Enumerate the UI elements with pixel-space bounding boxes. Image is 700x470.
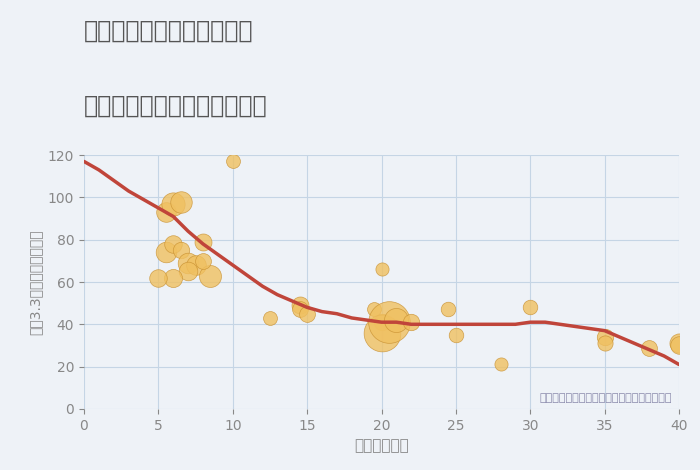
Point [644, 344, 655, 352]
Point [673, 342, 685, 349]
X-axis label: 築年数（年）: 築年数（年） [354, 438, 409, 453]
Point [673, 339, 685, 347]
Point [599, 339, 610, 347]
Point [525, 304, 536, 311]
Point [384, 319, 395, 326]
Point [376, 329, 387, 337]
Point [168, 200, 179, 207]
Point [450, 331, 461, 338]
Point [391, 316, 402, 324]
Point [197, 238, 209, 245]
Point [302, 310, 313, 318]
Point [227, 158, 238, 165]
Point [197, 257, 209, 265]
Point [599, 333, 610, 341]
Point [368, 306, 379, 313]
Point [175, 246, 186, 254]
Point [168, 274, 179, 282]
Point [443, 306, 454, 313]
Point [168, 240, 179, 248]
Point [190, 261, 201, 269]
Text: 円の大きさは、取引のあった物件面積を示す: 円の大きさは、取引のあった物件面積を示す [539, 392, 671, 402]
Point [294, 306, 305, 313]
Point [153, 274, 164, 282]
Point [205, 272, 216, 279]
Point [294, 302, 305, 309]
Point [495, 361, 506, 368]
Point [265, 314, 276, 321]
Point [406, 319, 417, 326]
Point [175, 198, 186, 205]
Text: 築年数別中古マンション価格: 築年数別中古マンション価格 [84, 94, 267, 118]
Point [376, 266, 387, 273]
Point [160, 209, 172, 216]
Y-axis label: 坪（3.3㎡）単価（万円）: 坪（3.3㎡）単価（万円） [28, 229, 42, 335]
Point [160, 249, 172, 256]
Text: 兵庫県姫路市野里上野町の: 兵庫県姫路市野里上野町の [84, 19, 253, 43]
Point [376, 319, 387, 326]
Point [183, 267, 194, 275]
Point [183, 259, 194, 267]
